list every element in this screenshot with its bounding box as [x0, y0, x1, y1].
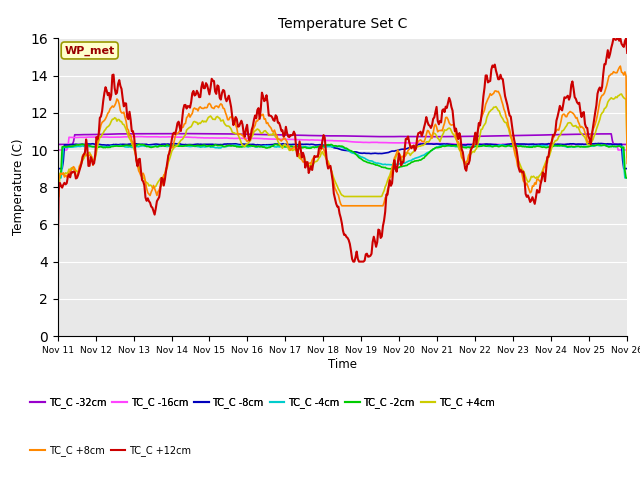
TC_C +12cm [362, 252, 370, 257]
TC_C +4cm [54, 193, 61, 199]
TC_C +8cm [610, 69, 618, 74]
TC_C -8cm [623, 166, 631, 171]
TC_C -32cm [54, 142, 61, 147]
TC_C -2cm [325, 142, 333, 148]
TC_C -32cm [611, 142, 618, 147]
TC_C -8cm [54, 166, 61, 171]
TC_C +12cm [393, 169, 401, 175]
TC_C -16cm [129, 134, 137, 140]
TC_C +4cm [328, 168, 335, 174]
TC_C +4cm [520, 170, 528, 176]
TC_C -32cm [329, 133, 337, 139]
TC_C -8cm [362, 150, 370, 156]
Line: TC_C -32cm: TC_C -32cm [58, 133, 627, 144]
TC_C -16cm [329, 138, 337, 144]
Text: WP_met: WP_met [65, 45, 115, 56]
TC_C -2cm [394, 165, 402, 170]
TC_C -16cm [522, 142, 529, 147]
TC_C +12cm [520, 176, 528, 182]
TC_C +8cm [623, 160, 631, 166]
Text: Temperature Set C: Temperature Set C [278, 17, 407, 31]
Legend: TC_C +8cm, TC_C +12cm: TC_C +8cm, TC_C +12cm [31, 445, 191, 456]
TC_C +8cm [520, 180, 528, 185]
TC_C +4cm [623, 155, 631, 160]
TC_C -16cm [54, 147, 61, 153]
TC_C -4cm [324, 144, 332, 149]
TC_C -4cm [522, 144, 529, 149]
TC_C -2cm [522, 144, 529, 149]
TC_C -4cm [497, 142, 504, 148]
TC_C -4cm [328, 144, 335, 150]
TC_C -4cm [611, 144, 618, 150]
TC_C +4cm [324, 158, 332, 164]
Line: TC_C -16cm: TC_C -16cm [58, 137, 627, 150]
TC_C -16cm [363, 140, 371, 145]
TC_C -32cm [522, 132, 529, 138]
TC_C +8cm [616, 63, 624, 69]
TC_C -32cm [325, 133, 333, 139]
TC_C +12cm [623, 50, 631, 56]
TC_C -2cm [136, 142, 143, 147]
Legend: TC_C -32cm, TC_C -16cm, TC_C -8cm, TC_C -4cm, TC_C -2cm, TC_C +4cm: TC_C -32cm, TC_C -16cm, TC_C -8cm, TC_C … [31, 397, 495, 408]
TC_C +4cm [393, 152, 401, 157]
TC_C +8cm [54, 203, 61, 209]
TC_C -4cm [362, 156, 370, 162]
TC_C -16cm [611, 141, 618, 147]
TC_C -32cm [623, 142, 631, 147]
TC_C +4cm [362, 193, 370, 199]
TC_C +4cm [610, 96, 618, 102]
TC_C +8cm [328, 168, 335, 174]
Line: TC_C +12cm: TC_C +12cm [58, 38, 627, 262]
TC_C -2cm [363, 159, 371, 165]
TC_C -8cm [393, 148, 401, 154]
TC_C -8cm [328, 144, 335, 149]
TC_C +12cm [611, 36, 618, 42]
TC_C -2cm [329, 143, 337, 148]
TC_C -2cm [54, 175, 61, 181]
TC_C -8cm [324, 143, 332, 148]
TC_C +4cm [618, 91, 625, 97]
TC_C -2cm [611, 144, 618, 149]
Line: TC_C -8cm: TC_C -8cm [58, 144, 627, 168]
Line: TC_C +8cm: TC_C +8cm [58, 66, 627, 206]
TC_C +8cm [393, 150, 401, 156]
TC_C -32cm [394, 133, 402, 139]
TC_C -32cm [183, 131, 191, 136]
TC_C -8cm [595, 141, 602, 146]
X-axis label: Time: Time [328, 358, 357, 371]
Line: TC_C -2cm: TC_C -2cm [58, 144, 627, 178]
TC_C -16cm [325, 138, 333, 144]
TC_C -2cm [623, 175, 631, 181]
TC_C +12cm [328, 170, 335, 176]
TC_C -4cm [393, 161, 401, 167]
TC_C -16cm [394, 140, 402, 146]
TC_C +12cm [54, 259, 61, 264]
TC_C -8cm [520, 141, 528, 147]
TC_C -4cm [623, 175, 631, 181]
TC_C +12cm [324, 166, 332, 171]
TC_C -32cm [363, 133, 371, 139]
TC_C -4cm [54, 175, 61, 181]
Line: TC_C +4cm: TC_C +4cm [58, 94, 627, 196]
TC_C +12cm [610, 36, 618, 41]
TC_C +8cm [324, 160, 332, 166]
TC_C +8cm [362, 203, 370, 209]
TC_C -16cm [623, 147, 631, 153]
TC_C -8cm [611, 141, 618, 147]
Y-axis label: Temperature (C): Temperature (C) [12, 139, 24, 236]
Line: TC_C -4cm: TC_C -4cm [58, 145, 627, 178]
